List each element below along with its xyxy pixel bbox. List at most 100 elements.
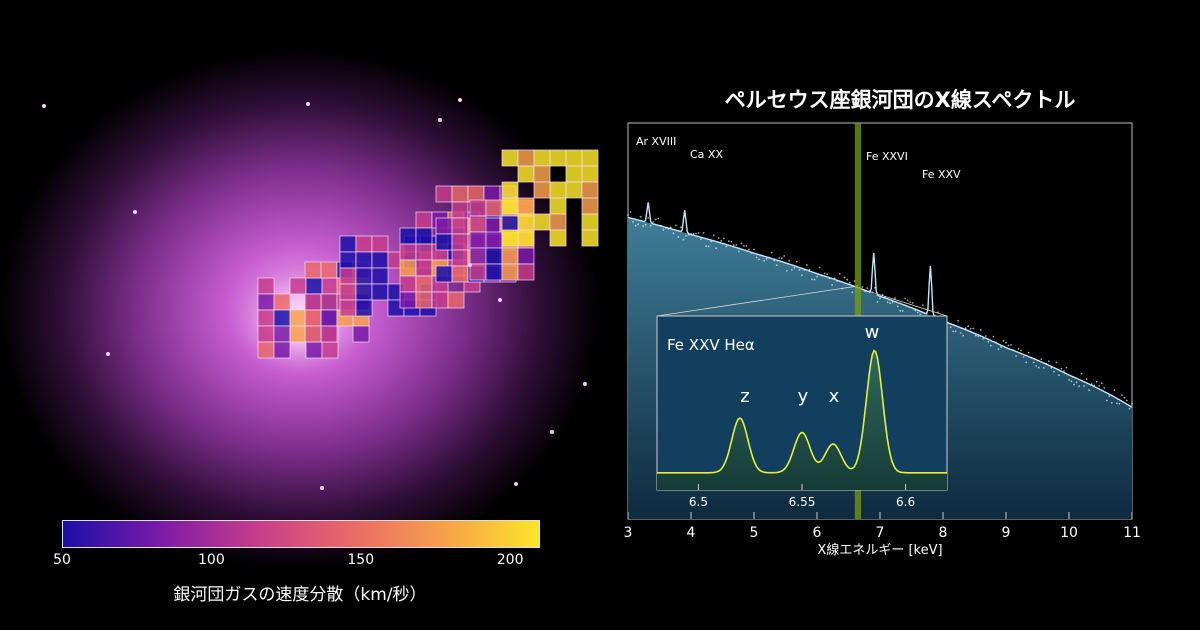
spectrum-data-point — [967, 325, 970, 328]
spectrum-data-point — [1078, 385, 1080, 387]
spectrum-data-point — [1042, 367, 1045, 369]
spectrum-data-point — [896, 305, 899, 308]
spectrum-model-line — [627, 202, 1133, 408]
spectrum-data-point — [770, 251, 773, 254]
x-tick-label: 5 — [750, 525, 759, 541]
spectrum-data-point — [1116, 402, 1118, 405]
spectrum-data-point — [1015, 355, 1017, 357]
spectrum-data-point — [760, 254, 763, 257]
x-tick-label: 7 — [876, 525, 885, 541]
spectrum-data-point — [997, 348, 1000, 350]
spectrum-data-point — [974, 334, 977, 337]
inset-x-tick-label: 6.6 — [896, 495, 915, 509]
spectrum-data-point — [773, 259, 776, 262]
spectrum-data-point — [669, 226, 672, 229]
velocity-cell — [320, 325, 338, 343]
spectrum-data-point — [750, 251, 753, 254]
peak-label: z — [740, 386, 749, 407]
x-tick-label: 4 — [687, 525, 696, 541]
star-point — [514, 482, 518, 486]
star-point — [458, 98, 462, 102]
spectrum-data-point — [831, 284, 833, 286]
cluster-image — [0, 50, 600, 570]
spectrum-data-point — [664, 227, 667, 229]
spectrum-data-point — [808, 268, 811, 271]
spectrum-data-point — [1020, 349, 1022, 352]
spectrum-data-point — [753, 248, 755, 251]
spectrum-data-point — [964, 327, 967, 330]
star-point — [106, 352, 110, 356]
velocity-grid — [257, 149, 599, 359]
spectrum-data-point — [1060, 367, 1063, 370]
spectrum-data-point — [1007, 344, 1010, 347]
spectrum-data-point — [864, 290, 866, 292]
spectrum-data-point — [906, 299, 909, 301]
spectrum-data-point — [886, 301, 889, 304]
spectrum-data-point — [821, 274, 823, 277]
spectrum-data-point — [889, 302, 891, 304]
spectrum-data-point — [700, 238, 702, 241]
spectrum-data-point — [987, 341, 990, 343]
spectrum-data-point — [1017, 348, 1020, 350]
spectrum-data-point — [644, 223, 647, 226]
spectrum-data-point — [1025, 361, 1028, 364]
spectrum-data-point — [952, 330, 954, 333]
spectrum-data-point — [811, 278, 813, 281]
spectrum-data-point — [1123, 396, 1126, 399]
spectrum-data-point — [682, 238, 685, 241]
spectrum-data-point — [1005, 341, 1007, 344]
spectrum-data-point — [639, 215, 642, 218]
spectrum-data-point — [647, 217, 650, 219]
spectrum-data-point — [1088, 389, 1091, 392]
spectrum-data-point — [876, 301, 879, 303]
spectrum-data-point — [780, 257, 783, 260]
spectrum-data-point — [801, 274, 803, 277]
spectrum-data-point — [813, 278, 816, 281]
spectrum-data-point — [1065, 366, 1068, 369]
spectrum-data-point — [836, 280, 839, 282]
spectrum-data-point — [1080, 372, 1083, 375]
spectrum-data-point — [702, 232, 705, 234]
spectrum-data-point — [793, 267, 796, 269]
spectrum-data-point — [1068, 379, 1070, 381]
spectrum-data-point — [727, 240, 730, 243]
spectrum-data-point — [1128, 407, 1131, 410]
spectrum-data-point — [652, 221, 655, 224]
velocity-cell — [549, 229, 567, 247]
spectrum-data-point — [705, 245, 707, 248]
spectrum-data-point — [838, 273, 841, 275]
spectrum-data-point — [675, 224, 677, 227]
spectrum-data-point — [833, 277, 836, 280]
spectrum-data-point — [667, 228, 670, 230]
spectrum-data-point — [1055, 361, 1058, 364]
spectrum-data-point — [846, 278, 849, 281]
x-tick-label: 8 — [939, 525, 948, 541]
star-point — [306, 102, 310, 106]
spectrum-data-point — [1113, 389, 1116, 391]
spectrum-data-point — [1070, 380, 1073, 383]
spectrum-data-point — [1085, 378, 1088, 381]
velocity-cell — [355, 299, 373, 317]
star-point — [438, 118, 442, 122]
spectrum-data-point — [909, 301, 912, 303]
zoom-connector — [860, 288, 948, 317]
spectrum-data-point — [911, 302, 914, 304]
spectrum-data-point — [662, 228, 665, 231]
spectrum-data-point — [642, 225, 644, 228]
spectrum-data-point — [627, 214, 629, 217]
spectrum-data-point — [1075, 381, 1078, 384]
spectrum-data-point — [879, 297, 881, 300]
spectrum-data-point — [637, 223, 639, 226]
spectrum-data-point — [677, 236, 680, 238]
spectrum-data-point — [947, 321, 949, 324]
spectrum-data-point — [657, 217, 660, 220]
spectrum-data-point — [788, 259, 791, 262]
velocity-cell — [581, 229, 599, 247]
star-point — [583, 382, 587, 386]
spectrum-data-point — [738, 250, 740, 253]
spectrum-data-point — [672, 232, 675, 235]
spectrum-data-point — [979, 329, 982, 331]
spectrum-data-point — [828, 277, 831, 280]
spectrum-data-point — [725, 245, 728, 248]
spectrum-data-point — [629, 211, 632, 213]
